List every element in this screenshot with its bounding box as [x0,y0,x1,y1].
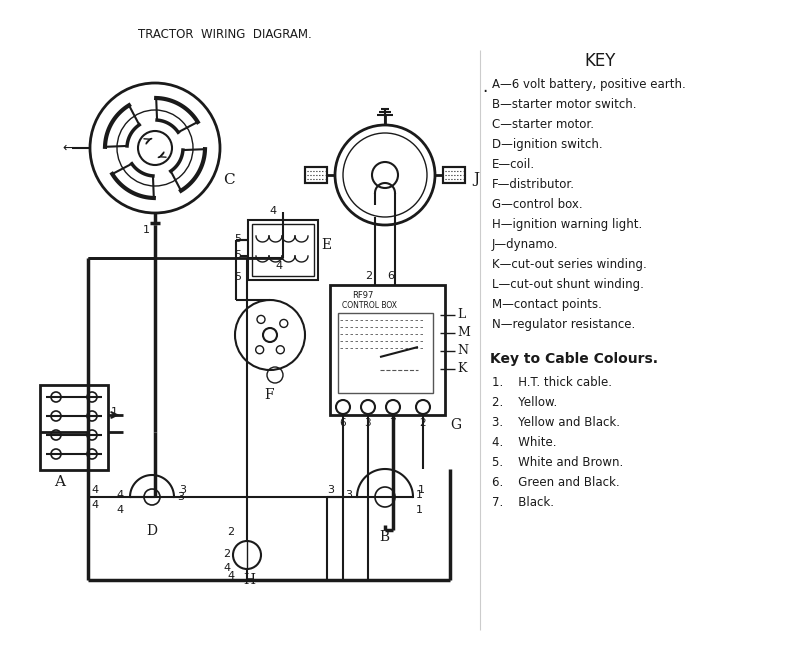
Text: 4: 4 [116,490,124,500]
Text: 2: 2 [227,527,234,537]
Text: 4: 4 [91,485,98,495]
Bar [305,167,327,183]
Bar [40,385,108,470]
Text: G—control box.: G—control box. [492,198,582,211]
Text: 1: 1 [111,407,118,417]
Bar [330,285,445,415]
Text: 7: 7 [389,418,395,428]
Text: 3: 3 [364,418,371,428]
Circle shape [386,400,400,414]
Bar [443,167,465,183]
Text: 6: 6 [339,418,346,428]
Text: 1: 1 [143,225,150,235]
Bar [252,224,314,276]
Text: J—dynamo.: J—dynamo. [492,238,558,251]
Text: 7.    Black.: 7. Black. [492,496,554,509]
Text: 1: 1 [416,490,423,500]
Text: 5: 5 [234,250,241,260]
Text: 3: 3 [327,485,334,495]
Bar [443,167,465,183]
Text: 2: 2 [223,549,230,559]
Text: .: . [482,78,488,96]
Text: 2: 2 [365,271,372,281]
Text: 6: 6 [387,271,394,281]
Circle shape [416,400,430,414]
Text: M: M [457,326,470,339]
Text: C—starter motor.: C—starter motor. [492,118,594,131]
Text: E—coil.: E—coil. [492,158,535,171]
Text: CONTROL BOX: CONTROL BOX [342,301,397,310]
Text: L: L [457,308,465,321]
Text: KEY: KEY [585,52,616,70]
Text: 6.    Green and Black.: 6. Green and Black. [492,476,620,489]
Text: J: J [473,172,479,186]
Text: H—ignition warning light.: H—ignition warning light. [492,218,642,231]
Text: 4: 4 [275,261,282,271]
Text: 3.    Yellow and Black.: 3. Yellow and Black. [492,416,620,429]
Text: F: F [264,388,273,402]
Circle shape [336,400,350,414]
Text: K: K [457,362,467,375]
Text: F—distributor.: F—distributor. [492,178,575,191]
Bar [248,220,318,280]
Text: L—cut-out shunt winding.: L—cut-out shunt winding. [492,278,644,291]
Text: N: N [457,344,468,357]
Text: 1.    H.T. thick cable.: 1. H.T. thick cable. [492,376,612,389]
Text: 4: 4 [269,206,277,216]
Text: K—cut-out series winding.: K—cut-out series winding. [492,258,646,271]
Text: C: C [223,173,235,187]
Text: D: D [146,524,157,538]
Text: 3: 3 [179,485,186,495]
Text: 4: 4 [116,505,124,515]
Text: 3: 3 [345,490,352,500]
Text: 4: 4 [223,563,230,573]
Text: 2.    Yellow.: 2. Yellow. [492,396,557,409]
Text: 1: 1 [418,485,425,495]
Text: E: E [321,238,331,252]
Text: G: G [450,418,461,432]
Text: M—contact points.: M—contact points. [492,298,602,311]
Text: 5: 5 [234,272,241,282]
Text: 3: 3 [177,492,184,502]
Text: Key to Cable Colours.: Key to Cable Colours. [490,352,658,366]
Bar [305,167,327,183]
Text: A: A [54,475,65,489]
Text: TRACTOR  WIRING  DIAGRAM.: TRACTOR WIRING DIAGRAM. [138,28,312,41]
Text: RF97: RF97 [352,291,374,300]
Text: B—starter motor switch.: B—starter motor switch. [492,98,637,111]
Text: 4.    White.: 4. White. [492,436,557,449]
Bar [338,313,433,393]
Text: 2: 2 [419,418,426,428]
Text: D—ignition switch.: D—ignition switch. [492,138,602,151]
Circle shape [361,400,375,414]
Text: B: B [379,530,389,544]
Text: ←: ← [62,142,72,155]
Text: 5: 5 [234,234,241,244]
Text: A—6 volt battery, positive earth.: A—6 volt battery, positive earth. [492,78,686,91]
Text: H: H [243,573,255,587]
Text: 4: 4 [227,571,234,581]
Text: 4: 4 [91,500,98,510]
Text: 5.    White and Brown.: 5. White and Brown. [492,456,623,469]
Text: N—regulator resistance.: N—regulator resistance. [492,318,635,331]
Text: 1: 1 [416,505,423,515]
